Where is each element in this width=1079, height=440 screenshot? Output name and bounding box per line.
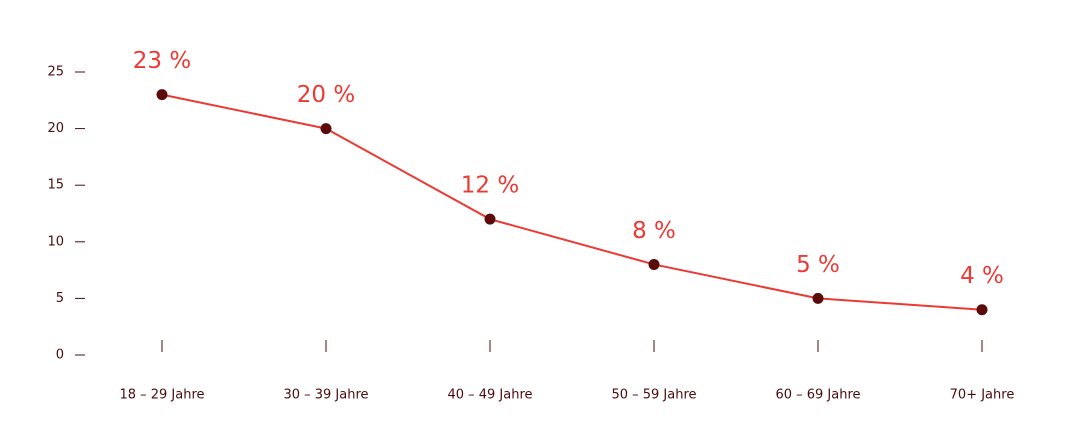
- x-tick-label: 60 – 69 Jahre: [775, 388, 860, 403]
- y-tick-label: 10: [47, 234, 64, 249]
- data-label: 5 %: [796, 252, 840, 278]
- x-tick-label: 70+ Jahre: [950, 388, 1015, 403]
- data-label: 8 %: [632, 218, 676, 244]
- y-tick-label: 0: [56, 348, 64, 363]
- y-tick-label: 20: [47, 121, 64, 136]
- data-point: [976, 304, 988, 316]
- data-label: 20 %: [297, 82, 355, 108]
- x-tick-label: 40 – 49 Jahre: [447, 388, 532, 403]
- data-point: [812, 292, 824, 304]
- data-point: [156, 89, 168, 101]
- data-label: 4 %: [960, 263, 1004, 289]
- data-label: 12 %: [461, 173, 519, 199]
- data-point: [484, 213, 496, 225]
- x-tick-label: 18 – 29 Jahre: [119, 388, 204, 403]
- y-tick-label: 15: [47, 178, 64, 193]
- data-point: [648, 258, 660, 270]
- x-tick-label: 30 – 39 Jahre: [283, 388, 368, 403]
- data-line: [161, 93, 983, 311]
- y-tick-label: 25: [47, 65, 64, 80]
- x-tick-label: 50 – 59 Jahre: [611, 388, 696, 403]
- data-point: [320, 123, 332, 135]
- y-tick-label: 5: [56, 291, 64, 306]
- data-label: 23 %: [133, 48, 191, 74]
